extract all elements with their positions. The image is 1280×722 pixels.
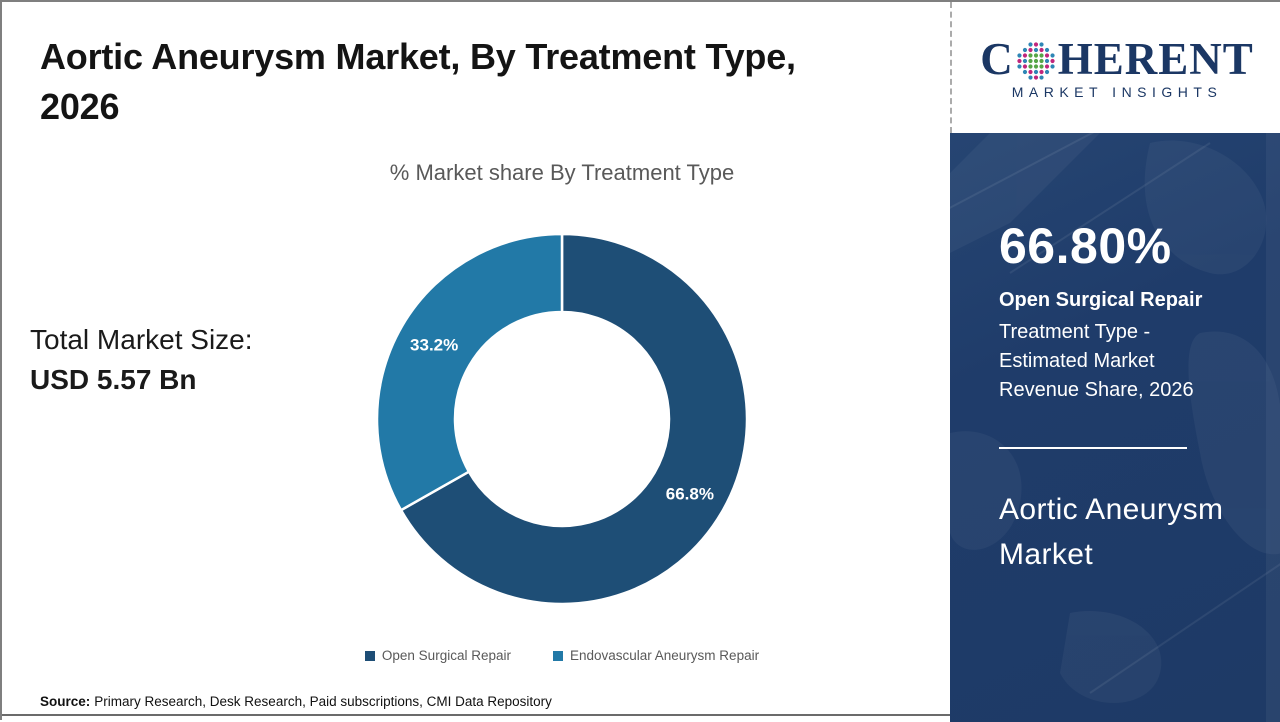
- chart-title: % Market share By Treatment Type: [389, 160, 735, 185]
- world-map-texture: [950, 133, 1280, 722]
- donut-slice-0: [399, 232, 749, 606]
- right-panel: C HERENT MARKET INSIGHTS: [950, 2, 1280, 722]
- total-market-size: Total Market Size: USD 5.57 Bn: [30, 320, 253, 400]
- donut-slice-1: [375, 232, 564, 512]
- brand-wordmark: C HERENT: [980, 36, 1254, 82]
- page-title-line2: 2026: [40, 86, 120, 127]
- legend-item-endovascular-aneurysm-repair: Endovascular Aneurysm Repair: [552, 648, 760, 663]
- bottom-divider: [2, 714, 950, 716]
- total-market-size-label: Total Market Size:: [30, 324, 253, 355]
- legend-label: Endovascular Aneurysm Repair: [569, 648, 760, 663]
- donut-slice-label-0: 66.8%: [666, 485, 714, 504]
- legend-swatch-light-blue: [552, 650, 563, 661]
- donut-chart: 66.8% 33.2%: [352, 209, 772, 629]
- legend-item-open-surgical-repair: Open Surgical Repair: [364, 648, 511, 663]
- globe-dots-icon: [1017, 41, 1055, 80]
- source-label: Source:: [40, 694, 91, 709]
- page-title-line1: Aortic Aneurysm Market, By Treatment Typ…: [40, 36, 796, 77]
- highlight-segment-name: Open Surgical Repair: [999, 289, 1203, 311]
- donut-slice-label-1: 33.2%: [410, 335, 458, 354]
- panel-divider: [999, 447, 1187, 449]
- highlight-panel: 66.80% Open Surgical Repair Treatment Ty…: [950, 133, 1280, 722]
- brand-letters-rest: HERENT: [1057, 33, 1254, 84]
- source-line: Source: Primary Research, Desk Research, …: [40, 694, 552, 709]
- highlight-share-value: 66.80%: [999, 218, 1172, 274]
- brand-logo: C HERENT MARKET INSIGHTS: [950, 2, 1280, 133]
- donut-chart-svg: 66.8% 33.2%: [375, 232, 749, 606]
- brand-tagline: MARKET INSIGHTS: [1011, 83, 1223, 100]
- page-title: Aortic Aneurysm Market, By Treatment Typ…: [40, 32, 920, 132]
- highlight-description-line2: Estimated Market: [999, 350, 1155, 372]
- brand-letter-c: C: [980, 33, 1014, 84]
- highlight-description: Treatment Type - Estimated Market Revenu…: [999, 318, 1261, 405]
- highlight-content: 66.80% Open Surgical Repair Treatment Ty…: [999, 133, 1261, 577]
- market-name-line2: Market: [999, 538, 1094, 571]
- legend-swatch-dark-blue: [364, 650, 375, 661]
- legend-label: Open Surgical Repair: [381, 648, 511, 663]
- market-name-line1: Aortic Aneurysm: [999, 493, 1224, 526]
- highlight-description-line3: Revenue Share, 2026: [999, 379, 1194, 401]
- market-name: Aortic Aneurysm Market: [999, 487, 1261, 577]
- total-market-size-value: USD 5.57 Bn: [30, 364, 197, 395]
- chart-legend: Open Surgical Repair Endovascular Aneury…: [162, 648, 962, 663]
- source-text: Primary Research, Desk Research, Paid su…: [94, 694, 552, 709]
- highlight-description-line1: Treatment Type -: [999, 321, 1151, 343]
